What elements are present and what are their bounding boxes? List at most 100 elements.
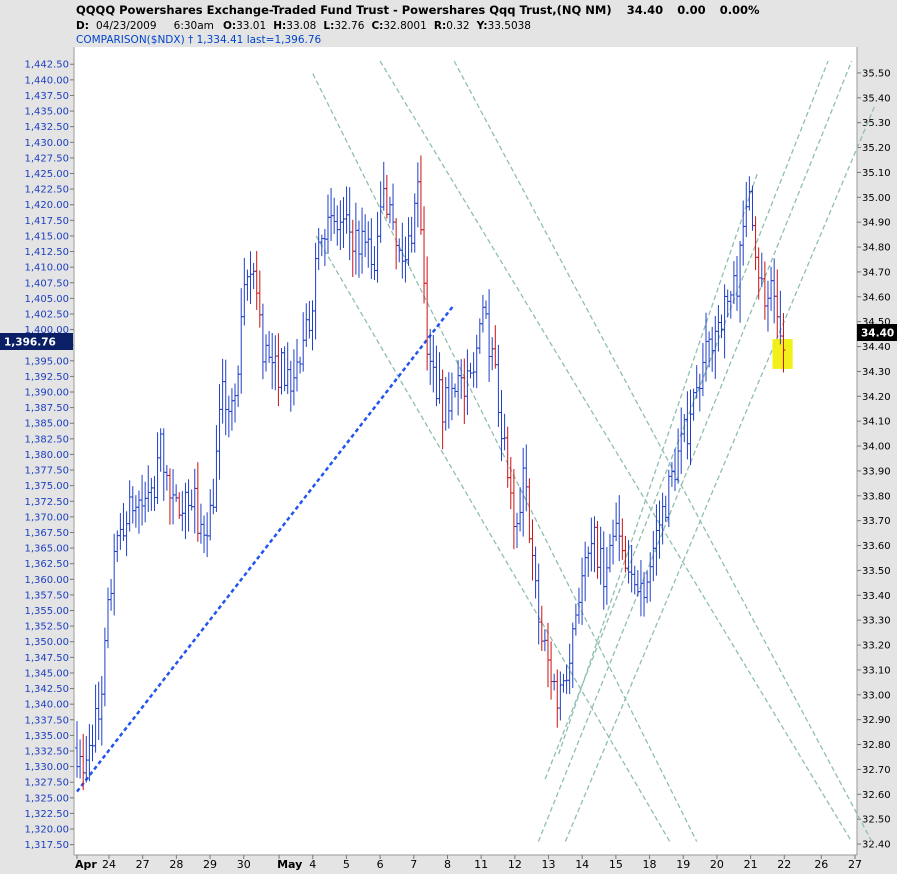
ohlc-bar [257,270,262,328]
ohlc-bar [329,187,334,242]
ohlc-bar [167,468,172,525]
ohlc-bar [304,303,309,348]
ohlc-bar [765,280,770,332]
y-value: 33.5038 [488,20,531,32]
ohlc-bar [251,262,256,290]
left-tick-label: 1,322.50 [24,809,69,820]
ohlc-bar [589,517,594,572]
right-tick-label: 34.90 [862,218,891,229]
ohlc-bar [307,300,312,339]
left-tick-label: 1,385.00 [24,419,69,430]
left-tick-label: 1,410.00 [24,263,69,274]
highlight-box [772,339,793,369]
ohlc-bar [192,468,197,534]
channel-lines [312,60,876,842]
channel-line [558,173,758,755]
ohlc-bar [291,349,296,406]
ohlc-bar [632,565,637,595]
highlight-rect [772,339,793,369]
ohlc-bar [347,187,352,261]
right-tick-label: 34.40 [862,342,891,353]
ohlc-bar [236,365,241,408]
ohlc-bar [214,425,219,512]
ohlc-bar [552,673,557,691]
date-value: 04/23/2009 [96,20,157,32]
plot-area [75,60,876,842]
ohlc-bar [316,228,321,271]
ohlc-bar [229,388,234,431]
ohlc-bar [586,546,591,577]
ohlc-bar [604,547,609,605]
x-tick-label: 8 [444,858,451,871]
ohlc-bar [267,330,272,363]
left-tick-label: 1,355.00 [24,606,69,617]
x-axis-ticks: Apr 24 27 28 29 30 May 4 5 6 7 8 11 12 13 14 15 18 19 20 21 2… [75,855,862,871]
left-tick-label: 1,415.00 [24,231,69,242]
ohlc-bar [155,432,160,505]
ohlc-bar [273,335,278,391]
right-tick-label: 35.30 [862,118,891,129]
ohlc-bar [121,502,126,541]
ohlc-bar [171,469,176,525]
ohlc-bar [533,546,538,599]
ohlc-bar [285,342,290,394]
ohlc-bar [341,197,346,249]
ohlc-bar [707,331,712,368]
ohlc-bar [536,563,541,645]
ohlc-bar [471,352,476,388]
ohlc-bar [673,448,678,492]
x-tick-label: 7 [410,858,417,871]
ohlc-bar [276,333,281,407]
left-tick-label: 1,420.00 [24,200,69,211]
ohlc-bar [598,526,603,585]
ohlc-bar [152,475,157,512]
ohlc-bar [738,240,743,323]
ohlc-bar [394,217,399,270]
chart-title: QQQQ Powershares Exchange-Traded Fund Tr… [76,3,612,17]
left-badge-bg [0,333,73,350]
ohlc-bar [96,681,101,741]
left-tick-label: 1,362.50 [24,559,69,570]
right-tick-label: 33.80 [862,491,891,502]
time-value: 6:30am [174,20,214,32]
ohlc-bar [130,486,135,524]
ohlc-bar [220,358,225,424]
left-tick-label: 1,367.50 [24,528,69,539]
ohlc-bar [233,383,238,423]
ohlc-bar [136,490,141,534]
x-tick-label: 14 [575,858,589,871]
ohlc-bar [372,246,377,281]
ohlc-readout-line: D: 04/23/2009 6:30am O:33.01 H:33.08 L:3… [76,14,531,33]
ohlc-bar [663,495,668,522]
left-tick-label: 1,395.00 [24,356,69,367]
left-tick-label: 1,327.50 [24,778,69,789]
ohlc-bar [704,312,709,382]
x-tick-label: 12 [508,858,522,871]
ohlc-bar [592,516,597,573]
ohlc-bar [685,391,690,460]
ohlc-bar [465,349,470,416]
ohlc-bar [149,477,154,511]
ohlc-bar [437,352,442,404]
left-tick-label: 1,360.00 [24,575,69,586]
left-tick-label: 1,440.00 [24,75,69,86]
left-tick-label: 1,325.00 [24,793,69,804]
x-tick-label: 20 [710,858,724,871]
ohlc-bar [282,346,287,392]
ohlc-bar [741,200,746,266]
ohlc-bar [762,261,767,320]
ohlc-bar [245,269,250,301]
ohlc-bar [217,384,222,480]
ohlc-bar [353,202,358,275]
left-tick-label: 1,417.50 [24,216,69,227]
ohlc-bar [775,269,780,339]
left-tick-label: 1,330.00 [24,762,69,773]
high-value: 33.08 [286,20,316,32]
x-tick-label: 28 [169,858,183,871]
ohlc-bar [180,491,185,532]
channel-line [315,235,671,842]
ohlc-bar [431,334,436,393]
right-tick-label: 32.60 [862,790,891,801]
right-tick-label: 32.90 [862,715,891,726]
left-tick-label: 1,407.50 [24,278,69,289]
